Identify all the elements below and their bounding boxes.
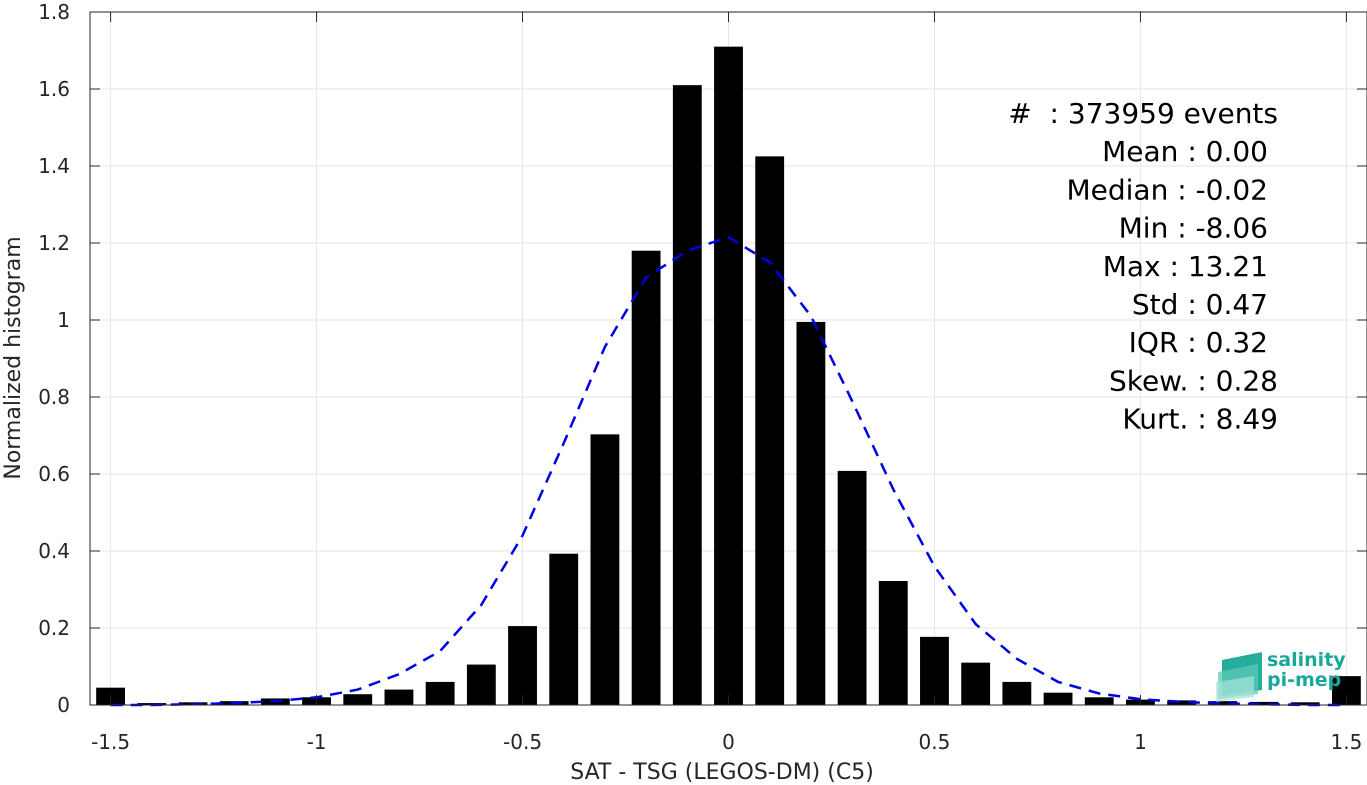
y-tick-label: 0.4 — [38, 539, 70, 563]
y-tick-labels: 0 0.2 0.4 0.6 0.8 1 1.2 1.4 1.6 1.8 — [38, 0, 70, 717]
histogram-bar — [425, 681, 455, 705]
stat-line: Std : 0.47 — [1132, 288, 1268, 321]
histogram-bar — [1208, 701, 1238, 705]
histogram-bar — [1002, 681, 1032, 705]
histogram-bar — [1249, 701, 1279, 705]
stat-line: Skew. : 0.28 — [1109, 364, 1278, 397]
histogram-bar — [590, 434, 620, 705]
waves-icon — [1216, 652, 1262, 702]
histogram-bar — [1167, 700, 1197, 705]
histogram-bar — [672, 85, 702, 705]
histogram-bar — [1084, 697, 1114, 705]
x-tick-label: -1 — [307, 730, 327, 754]
y-tick-label: 1.8 — [38, 0, 70, 24]
x-axis-label: SAT - TSG (LEGOS-DM) (C5) — [570, 760, 874, 785]
histogram-bar — [755, 156, 785, 705]
histogram-bar — [384, 689, 414, 705]
stat-line: Median : -0.02 — [1066, 173, 1268, 206]
histogram-bar — [631, 250, 661, 705]
stat-line: # : 373959 events — [1008, 97, 1278, 130]
y-axis-label: Normalized histogram — [1, 236, 26, 479]
x-tick-label: 0.5 — [919, 730, 951, 754]
axes — [89, 11, 1367, 706]
y-tick-label: 1 — [57, 308, 70, 332]
histogram-bar — [878, 581, 908, 705]
histogram-bar — [961, 662, 991, 705]
x-tick-label: -1.5 — [91, 730, 130, 754]
y-tick-label: 1.4 — [38, 154, 70, 178]
y-tick-label: 1.6 — [38, 77, 70, 101]
stat-line: Kurt. : 8.49 — [1122, 403, 1278, 436]
histogram-bar — [343, 694, 373, 705]
y-tick-label: 1.2 — [38, 231, 70, 255]
histogram-bar — [508, 626, 537, 705]
histogram-bar — [466, 664, 496, 705]
statistics-annotation: # : 373959 events Mean : 0.00 Median : -0.… — [1008, 97, 1278, 436]
stat-line: IQR : 0.32 — [1129, 326, 1268, 359]
histogram-bar — [714, 46, 743, 705]
x-tick-label: 1 — [1134, 730, 1147, 754]
logo-text-pimep: pi-mep — [1267, 669, 1341, 691]
x-tick-label: -0.5 — [503, 730, 542, 754]
x-tick-label: 0 — [722, 730, 735, 754]
histogram-bar — [549, 553, 579, 705]
y-tick-label: 0.8 — [38, 385, 70, 409]
y-tick-label: 0.6 — [38, 462, 70, 486]
stat-line: Min : -8.06 — [1119, 212, 1268, 245]
histogram-bar — [796, 321, 826, 705]
stat-line: Mean : 0.00 — [1102, 135, 1268, 168]
y-tick-label: 0 — [57, 693, 70, 717]
x-tick-label: 1.5 — [1330, 730, 1362, 754]
salinity-pimep-logo: salinity pi-mep — [1216, 649, 1346, 702]
logo-text-salinity: salinity — [1267, 649, 1346, 671]
histogram-bar — [1290, 702, 1320, 705]
y-tick-label: 0.2 — [38, 616, 70, 640]
stat-line: Max : 13.21 — [1103, 250, 1268, 283]
histogram-bar — [1043, 692, 1073, 705]
x-tick-labels: -1.5 -1 -0.5 0 0.5 1 1.5 — [91, 730, 1362, 754]
histogram-bar — [920, 636, 949, 705]
histogram-bar — [837, 470, 867, 705]
